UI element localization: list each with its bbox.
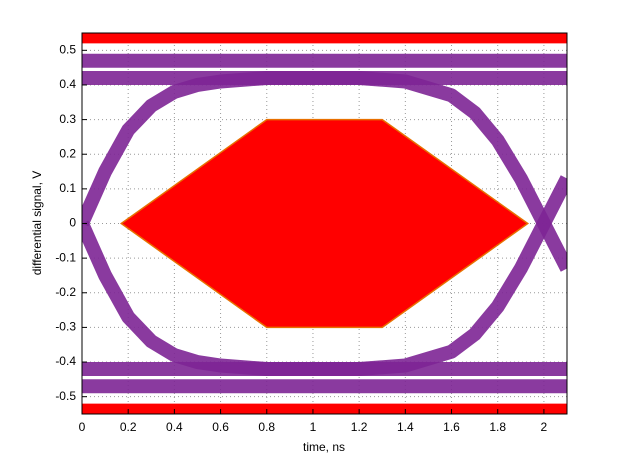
- eye-mask: [119, 118, 530, 329]
- y-tick-label: 0.3: [59, 112, 76, 126]
- x-axis-label: time, ns: [303, 440, 345, 454]
- eye-mask: [82, 403, 567, 414]
- y-axis-label: differential signal, V: [30, 171, 44, 276]
- x-tick-label: 1.8: [489, 420, 506, 434]
- y-tick-label: 0: [69, 216, 76, 230]
- x-tick-label: 0.8: [258, 420, 275, 434]
- y-tick-label: -0.1: [55, 250, 76, 264]
- y-tick-label: 0.5: [59, 42, 76, 56]
- y-tick-label: -0.4: [55, 354, 76, 368]
- x-tick-label: 0.2: [120, 420, 137, 434]
- y-tick-label: -0.2: [55, 285, 76, 299]
- eye-mask: [82, 33, 567, 44]
- eye-trace: [82, 71, 567, 272]
- x-tick-label: 0.4: [166, 420, 183, 434]
- x-tick-label: 1.6: [443, 420, 460, 434]
- x-tick-label: 1.4: [397, 420, 414, 434]
- y-tick-label: -0.3: [55, 320, 76, 334]
- x-tick-label: 1: [310, 420, 317, 434]
- y-tick-label: 0.2: [59, 146, 76, 160]
- y-tick-label: -0.5: [55, 389, 76, 403]
- x-tick-label: 0: [79, 420, 86, 434]
- eye-trace: [82, 175, 567, 376]
- x-tick-label: 0.6: [212, 420, 229, 434]
- y-tick-label: 0.1: [59, 181, 76, 195]
- x-tick-label: 2: [541, 420, 548, 434]
- x-tick-label: 1.2: [351, 420, 368, 434]
- y-tick-label: 0.4: [59, 77, 76, 91]
